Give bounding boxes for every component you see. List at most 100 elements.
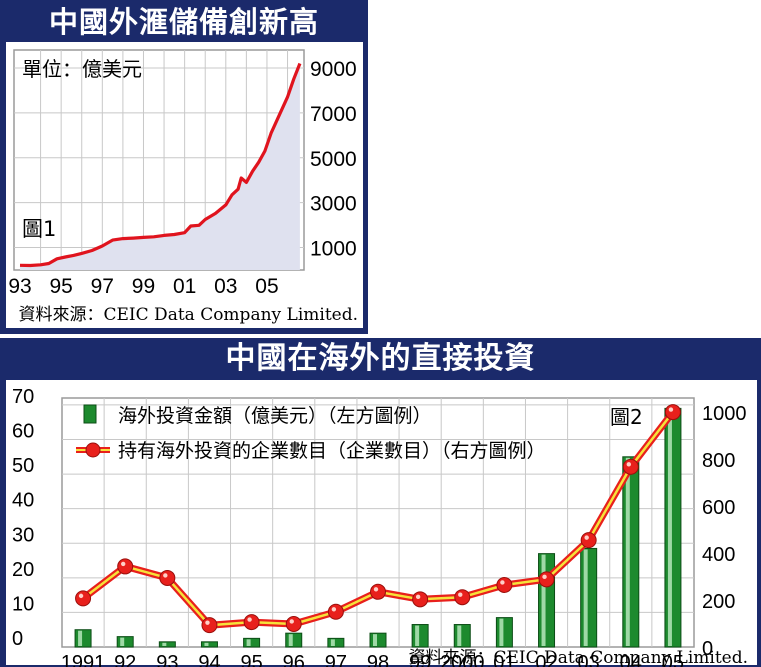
right-axis-tick-label: 800 (702, 450, 735, 472)
y-tick-label: 9000 (310, 58, 357, 81)
left-axis-tick-label: 20 (12, 559, 34, 581)
x-tick-label: 93 (8, 275, 31, 298)
legend-swatch-bar (83, 404, 97, 424)
bar-highlight (373, 634, 377, 646)
fx-reserves-chart-svg: 1000 3000 5000 7000 9000 93 95 97 99 01 03 05 單位：億美元… (8, 49, 358, 325)
legend-label-line: 持有海外投資的企業數目（企業數目）（右方圖例） (118, 440, 546, 462)
left-axis-tick-label: 50 (12, 455, 34, 477)
line-point (664, 404, 681, 421)
x-tick-label: 2000 (440, 652, 485, 667)
x-tick-label: 02 (535, 652, 557, 667)
chart-panel-fx-reserves: 中國外滙儲備創新高 1000 3000 5000 7000 9000 93 95 97 99 01… (0, 0, 368, 334)
line-point (201, 617, 218, 634)
chart-area: 0 10 20 30 40 50 60 70 0 200 400 600 800 1000 1991 92 93… (6, 380, 757, 667)
line-point (454, 589, 471, 606)
bar-highlight (330, 639, 335, 646)
x-tick-label: 96 (283, 652, 305, 667)
bar (158, 641, 176, 648)
bar (116, 636, 134, 648)
bar-highlight (667, 409, 672, 646)
x-tick-label: 95 (49, 275, 72, 298)
bar (580, 547, 598, 648)
left-axis-tick-label: 30 (12, 524, 34, 546)
bar (327, 637, 345, 648)
line-point-highlight (373, 587, 379, 592)
bar-highlight (457, 625, 462, 646)
bar (538, 553, 556, 648)
unit-label: 單位：億美元 (22, 57, 142, 81)
line-point (580, 532, 597, 549)
x-tick-label: 99 (132, 275, 155, 298)
x-tick-label: 04 (620, 652, 642, 667)
left-axis-tick-label: 0 (12, 628, 23, 650)
y-tick-label: 5000 (310, 148, 357, 171)
y-tick-label: 1000 (310, 238, 357, 261)
x-tick-label: 03 (578, 652, 600, 667)
line-point (75, 590, 92, 607)
x-tick-label: 01 (493, 652, 515, 667)
right-axis-tick-label: 600 (702, 497, 735, 519)
line-point-highlight (289, 619, 294, 624)
y-tick-label: 7000 (310, 103, 357, 126)
line-point-highlight (78, 593, 84, 599)
x-tick-label: 92 (114, 652, 136, 667)
line-point (622, 458, 639, 475)
x-tick-label: 01 (173, 275, 196, 298)
bar (285, 632, 303, 648)
bar-highlight (246, 639, 251, 646)
bar-highlight (204, 642, 209, 646)
chart-title: 中國在海外的直接投資 (225, 341, 536, 376)
bar (664, 407, 682, 648)
line-point (243, 614, 260, 631)
bar (243, 637, 261, 648)
left-axis-tick-label: 60 (12, 421, 34, 443)
bar (369, 632, 387, 648)
line-point (117, 558, 134, 575)
chart-area: 1000 3000 5000 7000 9000 93 95 97 99 01 03 05 單位：億美元… (6, 42, 363, 328)
bar-highlight (583, 549, 588, 646)
series-line (19, 62, 302, 268)
legend-label-bar: 海外投資金額（億美元）（左方圖例） (118, 405, 432, 427)
line-point-highlight (458, 592, 463, 597)
bar (622, 456, 640, 648)
chart-title: 中國外滙儲備創新高 (48, 5, 319, 39)
line-point (370, 583, 386, 600)
x-tick-label: 05 (662, 652, 684, 667)
line-point-highlight (331, 607, 337, 612)
line-point (496, 576, 513, 593)
source-note: 資料來源：CEIC Data Company Limited. (409, 648, 748, 667)
right-axis-tick-label: 1000 (702, 403, 747, 425)
area-fill (20, 63, 300, 270)
line-point (159, 569, 176, 586)
x-tick-label: 94 (198, 652, 220, 667)
line-point (412, 591, 429, 608)
line-point-highlight (542, 574, 547, 580)
legend-swatch-point (85, 442, 101, 458)
line-point-highlight (500, 580, 505, 585)
line-point-highlight (584, 535, 589, 540)
line-point-highlight (626, 462, 631, 467)
bar-highlight (499, 618, 504, 646)
line-point (327, 603, 344, 620)
bar-highlight (288, 634, 293, 646)
bar (453, 624, 471, 648)
bar-highlight (120, 637, 125, 646)
bar-highlight (625, 457, 630, 646)
left-axis-tick-label: 70 (12, 386, 34, 408)
bar (200, 641, 218, 648)
bar (74, 629, 92, 648)
line-point-highlight (163, 573, 168, 578)
line-point-highlight (247, 617, 252, 622)
x-tick-label: 99 (409, 652, 431, 667)
chart-panel-overseas-investment: 中國在海外的直接投資 0 10 20 30 40 50 60 70 0 200 400 600 800 1… (0, 338, 761, 667)
left-axis-tick-label: 10 (12, 593, 34, 615)
bar-highlight (415, 625, 420, 646)
x-tick-label: 1991 (61, 652, 106, 667)
x-tick-label: 97 (91, 275, 114, 298)
x-tick-label: 97 (325, 652, 347, 667)
x-tick-label: 05 (255, 275, 278, 298)
line-point (285, 615, 302, 632)
x-tick-label: 95 (240, 652, 262, 667)
line-point-highlight (668, 407, 674, 412)
